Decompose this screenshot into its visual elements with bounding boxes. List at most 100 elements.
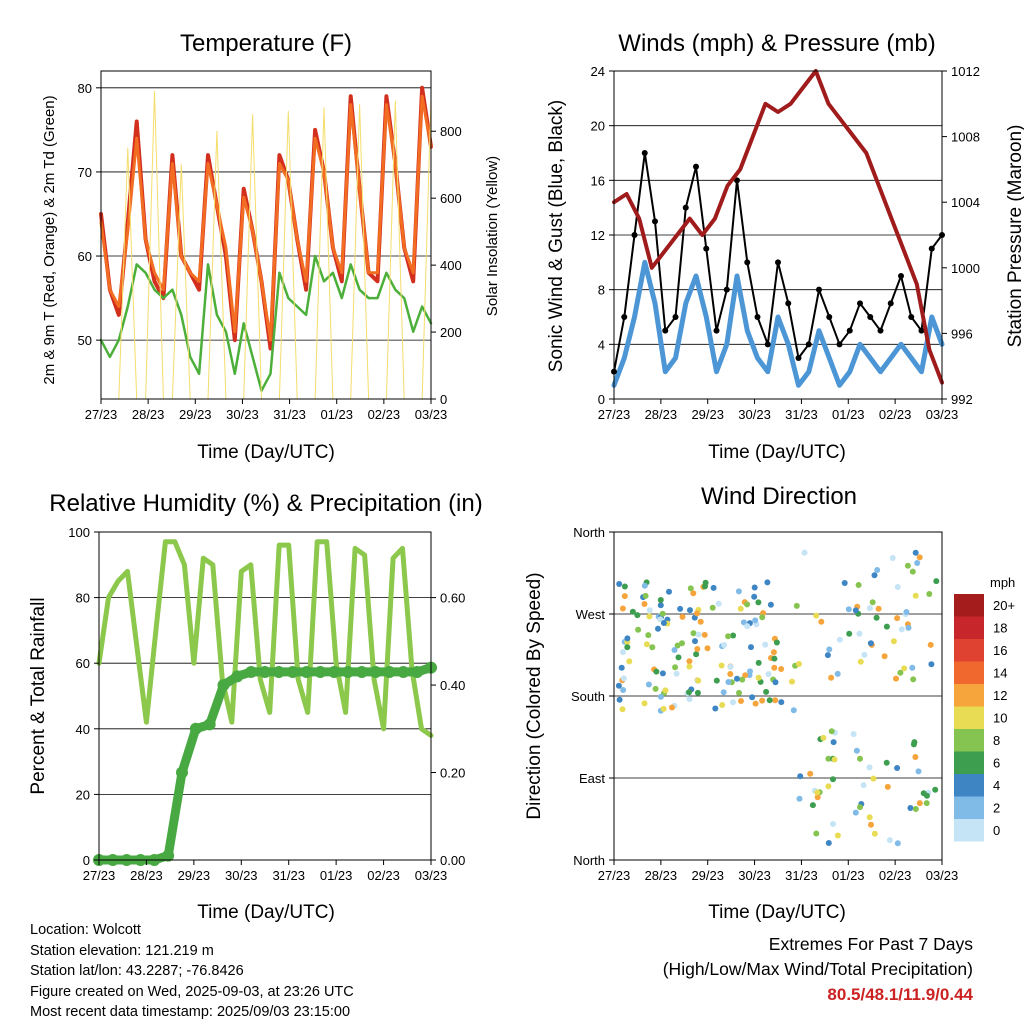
direction-point bbox=[755, 659, 762, 666]
legend-label: 12 bbox=[993, 688, 1007, 703]
temperature-left-axis-title: 2m & 9m T (Red, Orange) & 2m Td (Green) bbox=[41, 95, 58, 384]
y-tick-label: 12 bbox=[591, 228, 605, 243]
series-point bbox=[328, 665, 341, 678]
direction-ticks: 27/23 28/23 29/23 30/23 31/23 01/23 02/23 03/23… bbox=[571, 525, 958, 883]
humidity-frame bbox=[98, 531, 432, 861]
series-point bbox=[383, 665, 396, 678]
winds-right-axis-title: Station Pressure (Maroon) bbox=[1005, 125, 1024, 348]
y-tick-label: 80 bbox=[76, 591, 90, 606]
direction-point bbox=[831, 756, 838, 763]
direction-point bbox=[933, 578, 940, 585]
direction-point bbox=[894, 840, 901, 847]
series-point bbox=[176, 766, 188, 779]
series-point bbox=[314, 665, 327, 678]
direction-point bbox=[813, 830, 820, 837]
direction-point bbox=[866, 605, 873, 612]
direction-point bbox=[796, 795, 803, 802]
humidity-x-axis-title: Time (Day/UTC) bbox=[197, 902, 335, 923]
series-point bbox=[908, 314, 915, 320]
direction-point bbox=[807, 770, 814, 777]
x-tick-label: 30/23 bbox=[225, 868, 258, 883]
y2-tick-label: 1008 bbox=[951, 130, 980, 145]
direction-point bbox=[857, 658, 864, 665]
temperature-right-axis-title: Solar Insolation (Yellow) bbox=[484, 156, 501, 316]
y-tick-label: West bbox=[576, 607, 606, 622]
direction-point bbox=[813, 612, 820, 619]
direction-point bbox=[649, 644, 656, 651]
direction-point bbox=[790, 707, 797, 714]
direction-point bbox=[889, 555, 896, 561]
direction-point bbox=[620, 675, 627, 682]
direction-point bbox=[727, 671, 734, 677]
y2-tick-label: 0.00 bbox=[440, 853, 465, 868]
direction-point bbox=[814, 794, 821, 801]
direction-point bbox=[830, 739, 837, 746]
x-tick-label: 02/23 bbox=[879, 868, 912, 883]
series-line-1 bbox=[99, 94, 433, 342]
direction-point bbox=[874, 567, 881, 573]
direction-point bbox=[826, 646, 833, 653]
direction-point bbox=[801, 549, 808, 556]
humidity-title: Relative Humidity (%) & Precipitation (i… bbox=[49, 490, 482, 517]
direction-point bbox=[660, 705, 667, 712]
direction-point bbox=[927, 641, 934, 648]
direction-point bbox=[721, 642, 728, 648]
direction-point bbox=[692, 638, 698, 645]
y-tick-label: 0 bbox=[83, 853, 90, 868]
direction-point bbox=[662, 687, 669, 694]
direction-point bbox=[898, 626, 905, 633]
temperature-title: Temperature (F) bbox=[180, 30, 352, 57]
direction-point bbox=[642, 592, 649, 599]
temperature-grid bbox=[101, 87, 431, 341]
direction-point bbox=[657, 597, 664, 603]
series-point bbox=[245, 665, 258, 678]
direction-point bbox=[845, 606, 852, 613]
direction-point bbox=[912, 592, 919, 599]
x-tick-label: 31/23 bbox=[273, 407, 306, 422]
legend-label: 4 bbox=[993, 778, 1000, 793]
y-tick-label: 50 bbox=[78, 333, 92, 348]
direction-point bbox=[718, 662, 725, 669]
x-tick-label: 29/23 bbox=[178, 868, 211, 883]
series-point bbox=[785, 300, 792, 307]
x-tick-label: 28/23 bbox=[132, 407, 165, 422]
direction-point bbox=[719, 702, 726, 708]
temperature-series bbox=[99, 85, 433, 400]
direction-point bbox=[660, 620, 667, 626]
y2-tick-label: 800 bbox=[440, 124, 462, 139]
direction-point bbox=[866, 814, 873, 821]
direction-point bbox=[697, 618, 704, 625]
y2-tick-label: 200 bbox=[440, 325, 462, 340]
direction-point bbox=[720, 689, 727, 696]
direction-point bbox=[641, 601, 648, 607]
direction-point bbox=[866, 764, 873, 771]
direction-point bbox=[894, 615, 901, 622]
series-point bbox=[231, 670, 244, 683]
direction-frame bbox=[613, 531, 943, 861]
direction-point bbox=[873, 614, 880, 621]
x-tick-label: 30/23 bbox=[226, 407, 259, 422]
direction-point bbox=[778, 699, 785, 706]
direction-point bbox=[912, 806, 919, 812]
direction-point bbox=[841, 580, 848, 586]
x-tick-label: 02/23 bbox=[879, 407, 912, 422]
direction-point bbox=[653, 668, 660, 675]
direction-point bbox=[671, 647, 678, 653]
direction-point bbox=[725, 679, 732, 685]
series-point bbox=[898, 273, 904, 279]
direction-point bbox=[928, 661, 935, 668]
legend-label: 18 bbox=[993, 621, 1007, 636]
y2-tick-label: 1004 bbox=[951, 195, 980, 210]
direction-point bbox=[824, 652, 831, 659]
y2-tick-label: 992 bbox=[951, 392, 973, 407]
direction-point bbox=[621, 583, 628, 590]
direction-point bbox=[751, 593, 758, 600]
direction-point bbox=[909, 568, 916, 575]
x-tick-label: 01/23 bbox=[320, 868, 353, 883]
y-tick-label: 0 bbox=[598, 392, 605, 407]
direction-point bbox=[734, 675, 740, 682]
direction-point bbox=[690, 630, 697, 637]
series-point bbox=[918, 327, 925, 334]
direction-point bbox=[814, 789, 821, 796]
x-tick-label: 31/23 bbox=[785, 407, 818, 422]
